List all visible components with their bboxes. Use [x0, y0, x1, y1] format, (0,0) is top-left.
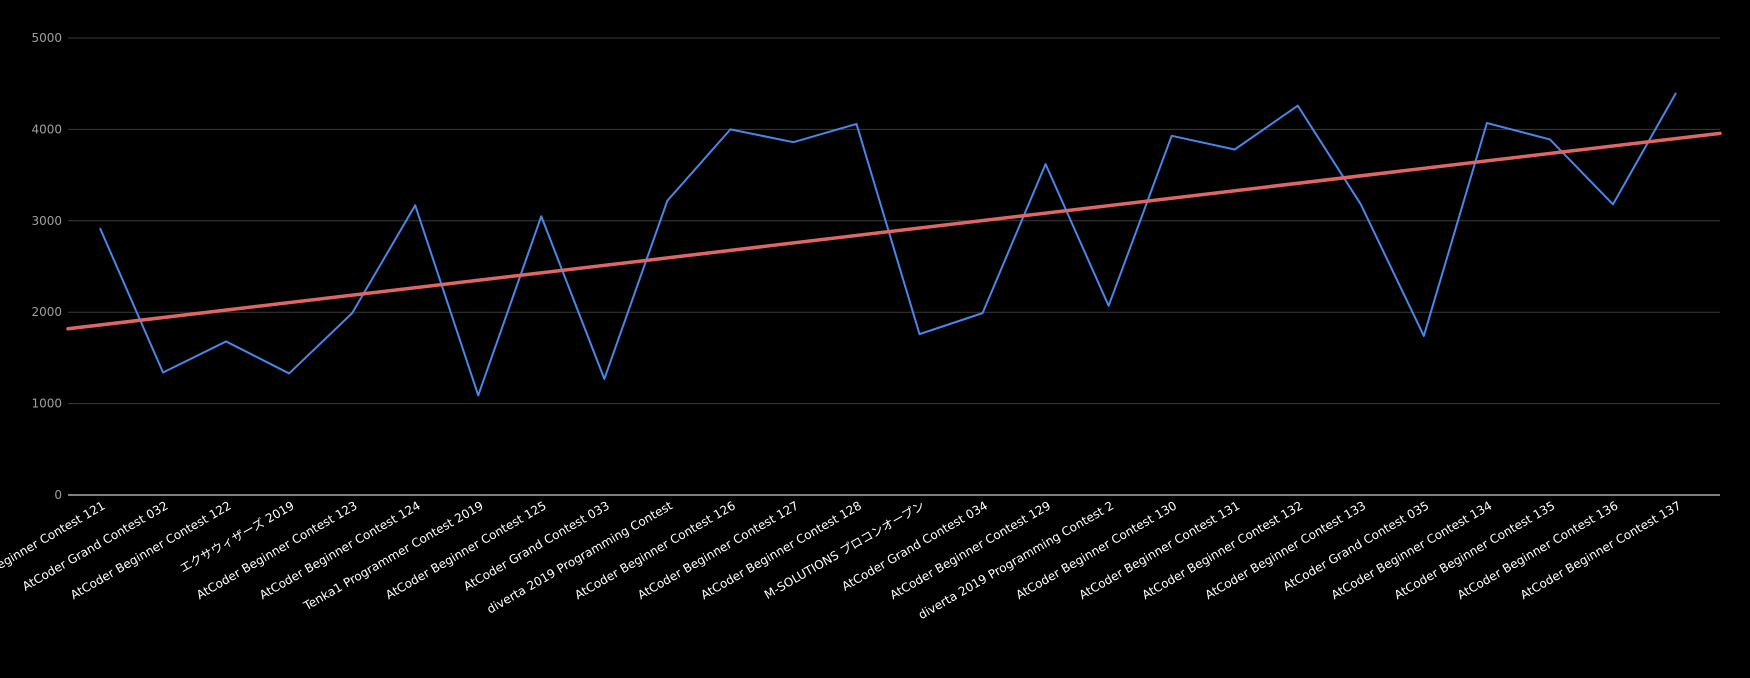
data-point — [476, 393, 481, 398]
y-axis-ticks: 0 1000 2000 3000 4000 5000 — [31, 31, 62, 502]
data-point — [1484, 121, 1489, 126]
y-tick-label: 5000 — [31, 31, 62, 45]
data-point — [1421, 333, 1426, 338]
data-point — [224, 339, 229, 344]
data-point — [1043, 162, 1048, 167]
data-point — [413, 203, 418, 208]
data-point — [1295, 103, 1300, 108]
data-point — [161, 370, 166, 375]
data-point — [1232, 147, 1237, 152]
y-tick-label: 2000 — [31, 305, 62, 319]
trendline — [66, 131, 1722, 331]
data-point — [539, 214, 544, 219]
y-tick-label: 1000 — [31, 397, 62, 411]
y-tick-label: 4000 — [31, 122, 62, 136]
data-point — [854, 121, 859, 126]
data-point — [980, 311, 985, 316]
data-point — [287, 371, 292, 376]
data-point — [917, 332, 922, 337]
data-point — [350, 311, 355, 316]
data-point — [665, 198, 670, 203]
y-tick-label: 3000 — [31, 214, 62, 228]
data-point — [98, 226, 103, 231]
data-point — [728, 127, 733, 132]
gridlines — [68, 37, 1720, 496]
data-point — [602, 376, 607, 381]
y-tick-label: 0 — [54, 488, 62, 502]
trendline-layer — [66, 131, 1722, 331]
data-point — [1106, 303, 1111, 308]
data-point — [1169, 133, 1174, 138]
data-point — [1358, 202, 1363, 207]
data-point — [1674, 90, 1679, 95]
data-point — [1547, 137, 1552, 142]
data-point — [791, 140, 796, 145]
data-point — [1610, 202, 1615, 207]
